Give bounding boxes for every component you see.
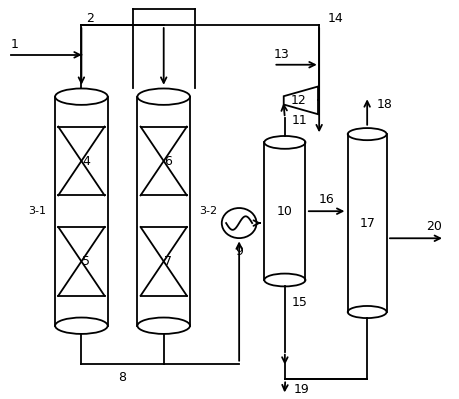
Text: 20: 20 xyxy=(425,220,442,233)
Text: 3-1: 3-1 xyxy=(28,206,46,216)
Text: 5: 5 xyxy=(82,255,90,268)
Text: 2: 2 xyxy=(86,12,94,24)
Text: 14: 14 xyxy=(327,12,342,24)
Text: 6: 6 xyxy=(164,154,172,168)
Text: 15: 15 xyxy=(291,296,307,309)
Text: 12: 12 xyxy=(290,94,306,107)
Text: 18: 18 xyxy=(375,98,392,111)
Text: 7: 7 xyxy=(164,255,172,268)
Text: 11: 11 xyxy=(291,114,307,126)
Text: 10: 10 xyxy=(276,205,292,218)
Text: 4: 4 xyxy=(82,154,90,168)
Text: 8: 8 xyxy=(118,371,126,384)
Text: 1: 1 xyxy=(11,38,18,51)
Text: 3-2: 3-2 xyxy=(199,206,217,216)
Text: 17: 17 xyxy=(358,217,374,229)
Text: 13: 13 xyxy=(273,48,289,61)
Text: 9: 9 xyxy=(235,245,242,259)
Text: 16: 16 xyxy=(318,193,334,206)
Text: 19: 19 xyxy=(293,383,309,396)
